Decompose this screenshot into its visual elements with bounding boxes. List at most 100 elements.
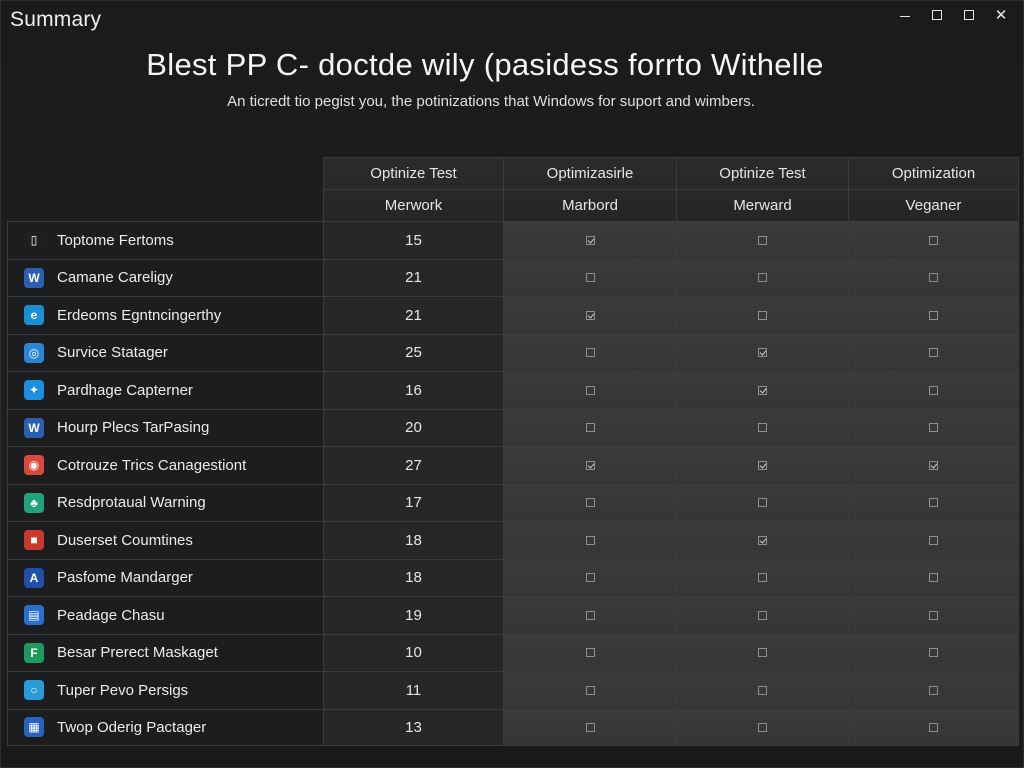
table-row[interactable]: ♣ Resdprotaual Warning 17: [7, 483, 1019, 521]
table-row[interactable]: ○ Tuper Pevo Persigs 11: [7, 671, 1019, 709]
checkbox-cell: [503, 222, 676, 259]
checked-checkbox[interactable]: [758, 535, 767, 545]
close-button[interactable]: ✕: [985, 3, 1017, 27]
row-name-cell: ◎ Survice Statager: [7, 334, 323, 371]
unchecked-checkbox[interactable]: [585, 498, 595, 508]
row-value: 18: [323, 559, 503, 596]
unchecked-checkbox[interactable]: [929, 385, 938, 395]
maximize-icon: [932, 10, 942, 20]
unchecked-checkbox[interactable]: [929, 722, 938, 732]
checked-checkbox[interactable]: [758, 385, 767, 395]
checked-checkbox[interactable]: [758, 460, 767, 470]
unchecked-checkbox[interactable]: [758, 722, 767, 732]
checkbox-cell: [503, 297, 676, 334]
table-row[interactable]: W Hourp Plecs TarPasing 20: [7, 408, 1019, 446]
column-header[interactable]: Optinize Test Merwork: [323, 157, 503, 221]
unchecked-checkbox[interactable]: [758, 310, 767, 320]
checked-checkbox[interactable]: [758, 348, 767, 358]
unchecked-checkbox[interactable]: [929, 498, 938, 508]
minimize-button[interactable]: [889, 3, 921, 27]
checked-checkbox[interactable]: [585, 460, 595, 470]
unchecked-checkbox[interactable]: [758, 235, 767, 245]
maximize-button[interactable]: [921, 3, 953, 27]
row-name-cell: ▦ Twop Oderig Pactager: [7, 709, 323, 745]
checkbox-cell: [503, 409, 676, 446]
unchecked-checkbox[interactable]: [758, 498, 767, 508]
unchecked-checkbox[interactable]: [585, 685, 595, 695]
table-row[interactable]: e Erdeoms Egntncingerthy 21: [7, 296, 1019, 334]
unchecked-checkbox[interactable]: [585, 722, 595, 732]
checkbox-cell: [676, 597, 848, 634]
checkbox-cell: [676, 634, 848, 671]
unchecked-checkbox[interactable]: [929, 235, 938, 245]
row-name-cell: W Hourp Plecs TarPasing: [7, 409, 323, 446]
row-value: 21: [323, 297, 503, 334]
unchecked-checkbox[interactable]: [929, 573, 938, 583]
table-header: Optinize Test Merwork Optimizasirle Marb…: [323, 157, 1019, 221]
column-header[interactable]: Optinize Test Merward: [676, 157, 848, 221]
checkbox-cell: [848, 709, 1019, 745]
checked-checkbox[interactable]: [585, 235, 595, 245]
row-name-cell: A Pasfome Mandarger: [7, 559, 323, 596]
ring-icon: ○: [24, 680, 44, 701]
row-label: Twop Oderig Pactager: [57, 718, 207, 736]
unchecked-checkbox[interactable]: [758, 685, 767, 695]
column-header[interactable]: Optimization Veganer: [848, 157, 1019, 221]
row-value: 16: [323, 372, 503, 409]
unchecked-checkbox[interactable]: [929, 685, 938, 695]
table-row[interactable]: ▦ Twop Oderig Pactager 13: [7, 708, 1019, 746]
row-label: Toptome Fertoms: [57, 231, 174, 249]
globe-icon: ◎: [24, 342, 44, 363]
column-header[interactable]: Optimizasirle Marbord: [503, 157, 676, 221]
table-row[interactable]: ■ Duserset Coumtines 18: [7, 521, 1019, 559]
unchecked-checkbox[interactable]: [585, 535, 595, 545]
unchecked-checkbox[interactable]: [929, 610, 938, 620]
checkbox-cell: [676, 222, 848, 259]
unchecked-checkbox[interactable]: [585, 573, 595, 583]
unchecked-checkbox[interactable]: [929, 423, 938, 433]
unchecked-checkbox[interactable]: [585, 610, 595, 620]
unchecked-checkbox[interactable]: [758, 648, 767, 658]
table-row[interactable]: A Pasfome Mandarger 18: [7, 558, 1019, 596]
row-value: 18: [323, 522, 503, 559]
table-row[interactable]: ▯ Toptome Fertoms 15: [7, 221, 1019, 259]
table-row[interactable]: ✦ Pardhage Capterner 16: [7, 371, 1019, 409]
unchecked-checkbox[interactable]: [929, 348, 938, 358]
table-body: ▯ Toptome Fertoms 15 W Camane Careligy 21 e Erd…: [7, 221, 1019, 746]
table-row[interactable]: ◉ Cotrouze Trics Canagestiont 27: [7, 446, 1019, 484]
unchecked-checkbox[interactable]: [585, 648, 595, 658]
row-name-cell: W Camane Careligy: [7, 259, 323, 296]
checkbox-cell: [848, 522, 1019, 559]
checkbox-cell: [503, 484, 676, 521]
unchecked-checkbox[interactable]: [585, 423, 595, 433]
checkbox-cell: [848, 672, 1019, 709]
table-row[interactable]: W Camane Careligy 21: [7, 258, 1019, 296]
table-row[interactable]: ▤ Peadage Chasu 19: [7, 596, 1019, 634]
unchecked-checkbox[interactable]: [585, 385, 595, 395]
unchecked-checkbox[interactable]: [758, 423, 767, 433]
checkbox-cell: [503, 672, 676, 709]
unchecked-checkbox[interactable]: [929, 273, 938, 283]
checked-checkbox[interactable]: [585, 310, 595, 320]
unchecked-checkbox[interactable]: [585, 273, 595, 283]
checkbox-cell: [676, 672, 848, 709]
checked-checkbox[interactable]: [929, 460, 938, 470]
minimize-icon: [900, 15, 910, 17]
close-icon: ✕: [994, 6, 1008, 24]
unchecked-checkbox[interactable]: [929, 535, 938, 545]
checkbox-cell: [676, 709, 848, 745]
unchecked-checkbox[interactable]: [758, 610, 767, 620]
unchecked-checkbox[interactable]: [758, 573, 767, 583]
row-label: Pasfome Mandarger: [57, 569, 193, 587]
checkbox-cell: [848, 484, 1019, 521]
unchecked-checkbox[interactable]: [929, 310, 938, 320]
table-row[interactable]: ◎ Survice Statager 25: [7, 333, 1019, 371]
title-bar[interactable]: Summary ✕: [1, 1, 1023, 41]
unchecked-checkbox[interactable]: [758, 273, 767, 283]
checkbox-cell: [848, 372, 1019, 409]
row-label: Resdprotaual Warning: [57, 494, 206, 512]
table-row[interactable]: F Besar Prerect Maskaget 10: [7, 633, 1019, 671]
unchecked-checkbox[interactable]: [585, 348, 595, 358]
restore-button[interactable]: [953, 3, 985, 27]
unchecked-checkbox[interactable]: [929, 648, 938, 658]
